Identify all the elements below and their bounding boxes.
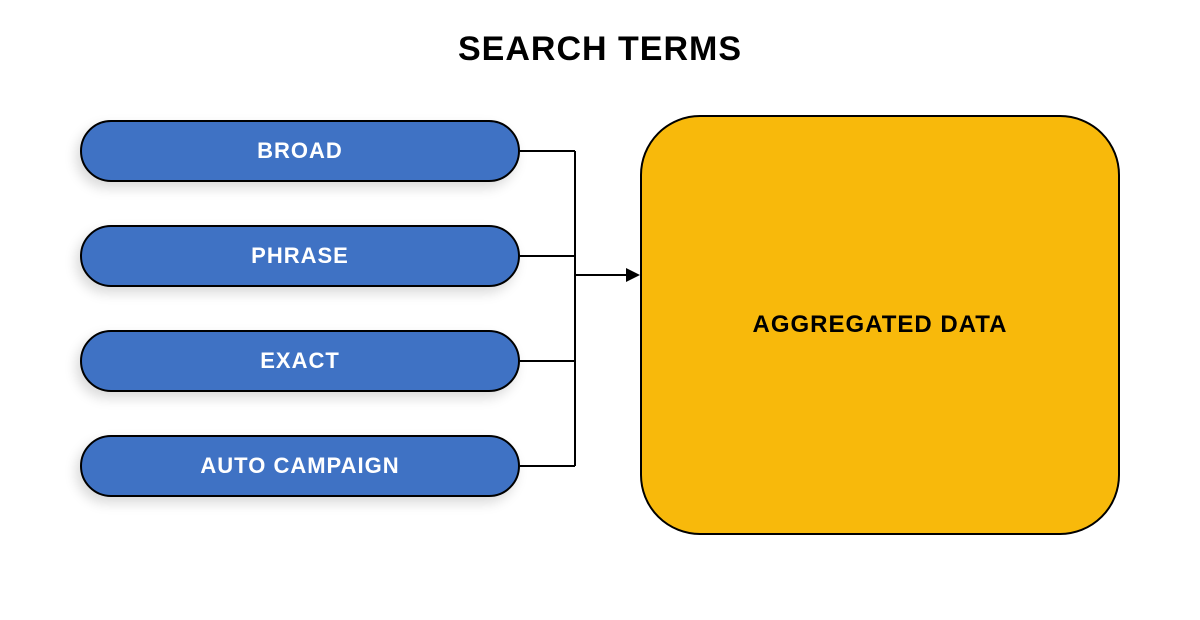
aggregated-data-box: AGGREGATED DATA [640,115,1120,535]
arrowhead-icon [626,268,640,282]
connector-lines [520,151,630,466]
source-pill-broad: BROAD [80,120,520,182]
aggregated-data-label: AGGREGATED DATA [753,311,1008,339]
diagram-title: SEARCH TERMS [0,30,1200,69]
source-pill-label: PHRASE [251,243,349,269]
source-pill-auto-campaign: AUTO CAMPAIGN [80,435,520,497]
source-pill-exact: EXACT [80,330,520,392]
source-pill-label: AUTO CAMPAIGN [200,453,399,479]
source-pill-phrase: PHRASE [80,225,520,287]
source-pill-label: EXACT [260,348,340,374]
source-pill-label: BROAD [257,138,343,164]
